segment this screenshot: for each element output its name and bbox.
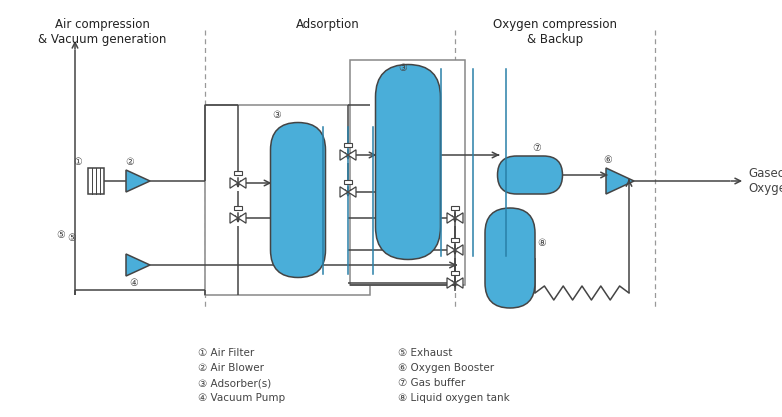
Text: ⑥: ⑥	[604, 155, 612, 165]
Text: ① Air Filter: ① Air Filter	[198, 348, 254, 358]
Polygon shape	[230, 213, 238, 223]
Polygon shape	[455, 245, 463, 255]
Polygon shape	[238, 213, 246, 223]
Text: Adsorption: Adsorption	[296, 18, 360, 31]
Bar	[344, 143, 352, 147]
Polygon shape	[348, 187, 356, 197]
Text: ⑤ Exhaust: ⑤ Exhaust	[398, 348, 452, 358]
Text: ② Air Blower: ② Air Blower	[198, 363, 264, 373]
Polygon shape	[126, 170, 150, 192]
Bar	[451, 271, 459, 275]
Text: ③ Adsorber(s): ③ Adsorber(s)	[198, 378, 271, 388]
Text: ⑦: ⑦	[532, 143, 540, 153]
Polygon shape	[447, 213, 455, 223]
Text: ⑥ Oxygen Booster: ⑥ Oxygen Booster	[398, 363, 494, 373]
Text: ③: ③	[398, 63, 407, 73]
Polygon shape	[126, 254, 150, 276]
Bar	[234, 171, 242, 175]
Polygon shape	[348, 150, 356, 160]
Polygon shape	[606, 168, 634, 194]
Polygon shape	[455, 213, 463, 223]
Text: ⑤: ⑤	[67, 233, 77, 243]
Polygon shape	[447, 278, 455, 288]
Text: ⑤: ⑤	[56, 230, 66, 240]
Bar	[451, 206, 459, 210]
Text: ⑧: ⑧	[537, 238, 546, 248]
FancyBboxPatch shape	[497, 156, 562, 194]
Text: ③: ③	[272, 110, 281, 120]
Polygon shape	[447, 245, 455, 255]
FancyBboxPatch shape	[271, 123, 325, 277]
Text: ②: ②	[126, 157, 135, 167]
Bar	[451, 239, 459, 242]
Text: ⑦ Gas buffer: ⑦ Gas buffer	[398, 378, 465, 388]
Polygon shape	[340, 150, 348, 160]
Polygon shape	[455, 278, 463, 288]
Text: ①: ①	[74, 157, 82, 167]
Text: Air compression
& Vacuum generation: Air compression & Vacuum generation	[38, 18, 167, 46]
Polygon shape	[238, 178, 246, 188]
Text: ④: ④	[130, 278, 138, 288]
Bar	[205, 105, 370, 295]
Bar	[234, 206, 242, 210]
Bar	[88, 168, 104, 194]
FancyBboxPatch shape	[485, 208, 535, 308]
Bar	[350, 60, 465, 285]
Text: Gaseous
Oxygen: Gaseous Oxygen	[748, 167, 782, 195]
Bar	[344, 181, 352, 184]
FancyBboxPatch shape	[375, 65, 440, 259]
Polygon shape	[230, 178, 238, 188]
Text: ④ Vacuum Pump: ④ Vacuum Pump	[198, 393, 285, 403]
Text: Oxygen compression
& Backup: Oxygen compression & Backup	[493, 18, 617, 46]
Polygon shape	[340, 187, 348, 197]
Text: ⑧ Liquid oxygen tank: ⑧ Liquid oxygen tank	[398, 393, 510, 403]
